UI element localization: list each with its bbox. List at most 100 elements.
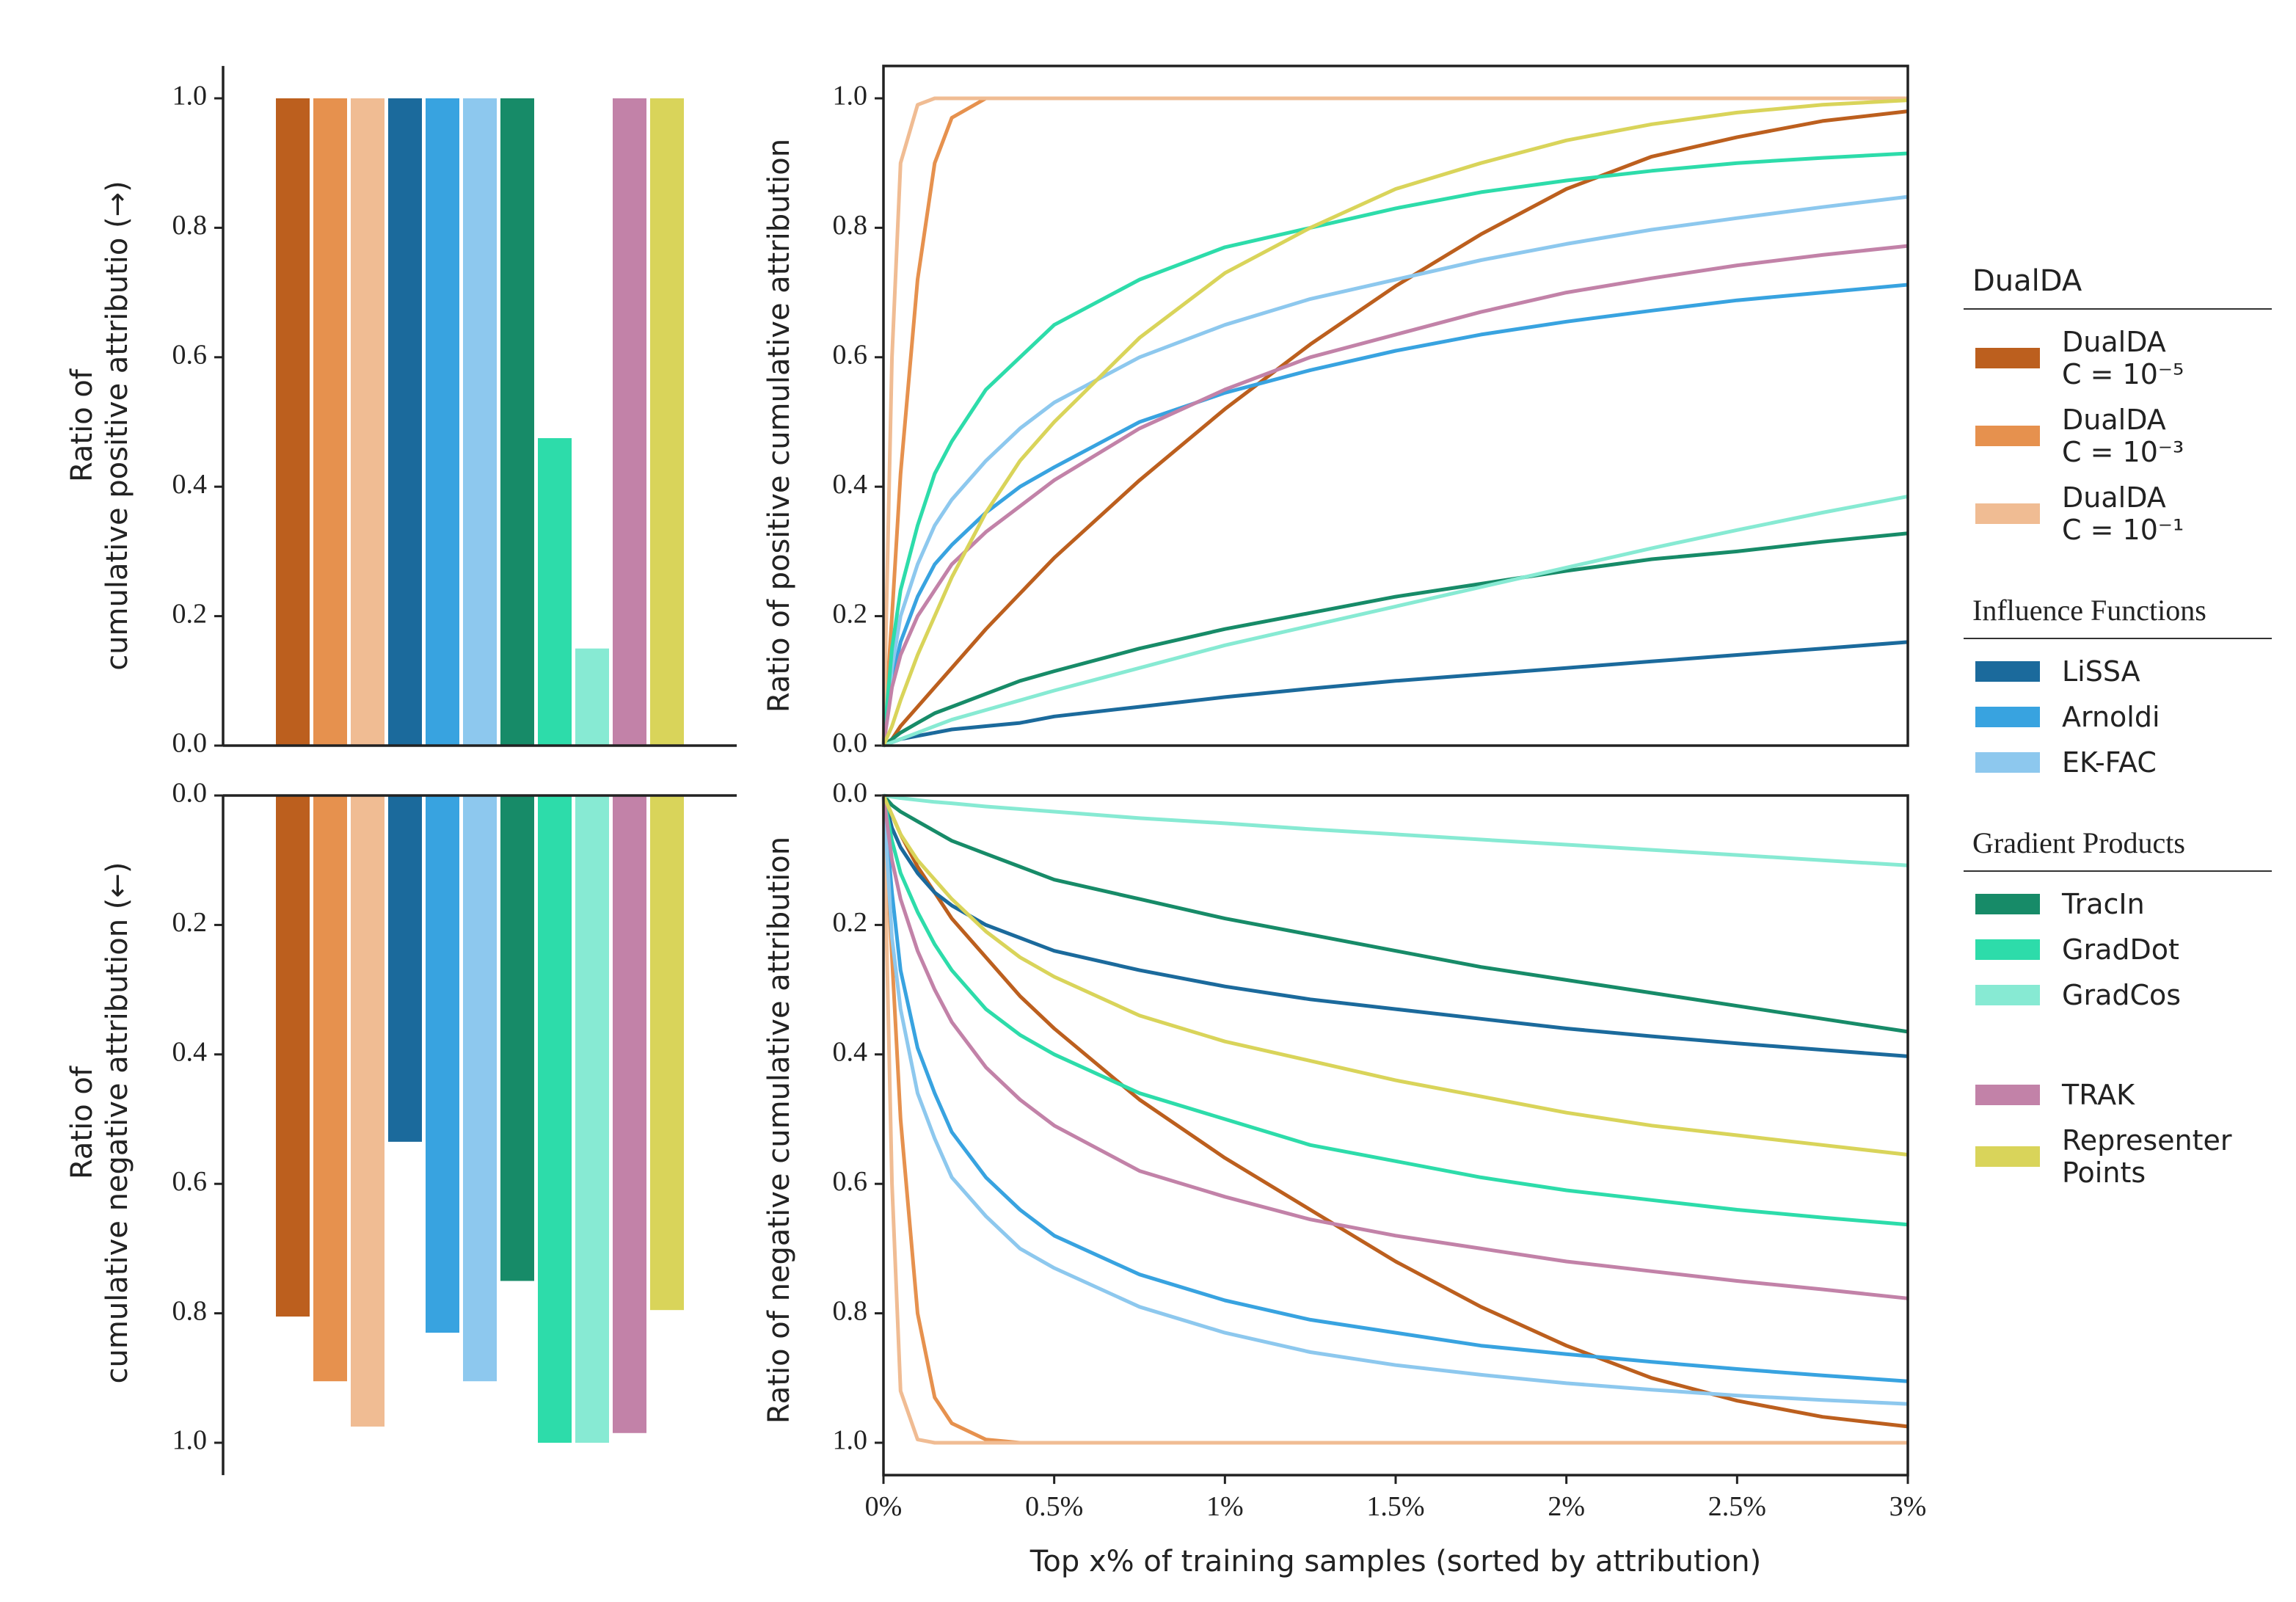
y-axis-label: Ratio of negative cumulative attribution <box>762 836 796 1424</box>
x-tick-label: 2% <box>1548 1491 1585 1522</box>
line-series <box>881 795 1909 1406</box>
legend-patch <box>1975 1146 2040 1167</box>
legend-group: Gradient Products TracIn GradDot GradCos <box>1964 826 2272 1024</box>
bar <box>650 98 684 746</box>
y-tick-label: 0.6 <box>833 1166 868 1197</box>
y-axis-label: Ratio of cumulative negative attribution… <box>65 862 134 1384</box>
bar <box>500 795 534 1281</box>
x-tick-label: 0% <box>865 1491 903 1522</box>
legend-title: Influence Functions <box>1964 593 2272 639</box>
line-series <box>883 640 1909 748</box>
y-tick-label: 0.6 <box>172 1166 208 1197</box>
line-series <box>881 795 1909 1383</box>
x-tick-label: 1% <box>1206 1491 1244 1522</box>
legend-entry: GradCos <box>1964 979 2272 1011</box>
axes-frame <box>882 65 1909 747</box>
legend-entry: TRAK <box>1964 1079 2272 1111</box>
x-tick-label: 3% <box>1889 1491 1927 1522</box>
legend-label: TracIn <box>2062 888 2145 920</box>
y-tick-label: 0.4 <box>172 469 208 500</box>
legend-patch <box>1975 894 2040 914</box>
y-tick-label: 1.0 <box>172 81 208 112</box>
legend-entry: GradDot <box>1964 933 2272 966</box>
legend-patch <box>1975 939 2040 960</box>
line-series <box>882 109 1909 747</box>
line-series <box>881 96 1908 746</box>
legend-label: GradCos <box>2062 979 2182 1011</box>
legend-entry: Representer Points <box>1964 1124 2272 1189</box>
bar <box>351 795 385 1427</box>
y-tick-label: 0.0 <box>172 728 208 759</box>
line-series <box>881 795 1909 1300</box>
bar <box>276 795 310 1317</box>
x-tick-label: 2.5% <box>1708 1491 1766 1522</box>
y-tick-label: 0.2 <box>172 907 208 938</box>
legend-patch <box>1975 503 2040 524</box>
bar <box>575 648 609 746</box>
line-series <box>882 794 1909 1034</box>
y-tick-label: 0.2 <box>833 907 868 938</box>
legend-group: TRAK Representer Points <box>1964 1079 2272 1202</box>
bar <box>650 795 684 1311</box>
legend-patch <box>1975 661 2040 682</box>
y-tick-label: 0.6 <box>172 340 208 371</box>
bar <box>463 795 497 1382</box>
bar <box>500 98 534 746</box>
bar <box>426 98 459 746</box>
legend-entry: Arnoldi <box>1964 701 2272 733</box>
bar <box>463 98 497 746</box>
y-tick-label: 0.4 <box>833 469 868 500</box>
line-series <box>881 795 1908 1445</box>
y-axis-label: Ratio of positive cumulative attribution <box>762 138 796 713</box>
bar <box>538 795 572 1443</box>
line-series <box>881 98 1909 747</box>
legend-entry: DualDA C = 10⁻⁵ <box>1964 326 2272 390</box>
line-series <box>882 531 1909 747</box>
line-series <box>881 283 1909 746</box>
x-tick-label: 0.5% <box>1025 1491 1083 1522</box>
line-series <box>881 151 1909 746</box>
y-tick-label: 1.0 <box>833 1425 868 1456</box>
legend-label: DualDA C = 10⁻¹ <box>2062 481 2184 546</box>
y-tick-label: 0.2 <box>172 598 208 629</box>
legend-label: EK-FAC <box>2062 746 2157 779</box>
legend-label: Representer Points <box>2062 1124 2232 1189</box>
line-series <box>881 96 1908 746</box>
line-series <box>881 794 1909 1157</box>
y-axis-label: Ratio of cumulative positive attributio … <box>65 181 134 671</box>
y-tick-label: 0.8 <box>172 1295 208 1326</box>
legend-label: DualDA C = 10⁻³ <box>2062 404 2184 468</box>
legend-label: DualDA C = 10⁻⁵ <box>2062 326 2184 390</box>
y-tick-label: 0.0 <box>172 778 208 809</box>
legend-label: LiSSA <box>2062 655 2140 688</box>
legend-title: DualDA <box>1964 264 2272 310</box>
bar <box>613 98 646 746</box>
y-tick-label: 0.8 <box>833 1295 868 1326</box>
bar <box>388 795 422 1142</box>
line-series <box>881 244 1909 746</box>
legend-patch <box>1975 348 2040 368</box>
legend-patch <box>1975 985 2040 1005</box>
line-series <box>881 794 1909 1429</box>
legend-entry: LiSSA <box>1964 655 2272 688</box>
line-series <box>881 795 1909 1058</box>
legend-patch <box>1975 707 2040 727</box>
y-tick-label: 0.0 <box>833 778 868 809</box>
legend-patch <box>1975 1085 2040 1105</box>
bar <box>538 438 572 746</box>
x-axis-label: Top x% of training samples (sorted by at… <box>1029 1545 1762 1579</box>
legend-entry: DualDA C = 10⁻¹ <box>1964 481 2272 546</box>
legend-group: Influence Functions LiSSA Arnoldi EK-FAC <box>1964 593 2272 792</box>
line-series <box>883 494 1909 748</box>
y-tick-label: 0.4 <box>833 1037 868 1068</box>
legend: DualDA DualDA C = 10⁻⁵ DualDA C = 10⁻³ Dual… <box>1964 264 2272 1236</box>
bar <box>613 795 646 1433</box>
y-tick-label: 0.4 <box>172 1037 208 1068</box>
bar <box>388 98 422 746</box>
legend-entry: EK-FAC <box>1964 746 2272 779</box>
line-series <box>883 793 1909 867</box>
line-series <box>881 194 1909 746</box>
y-tick-label: 0.8 <box>833 210 868 241</box>
